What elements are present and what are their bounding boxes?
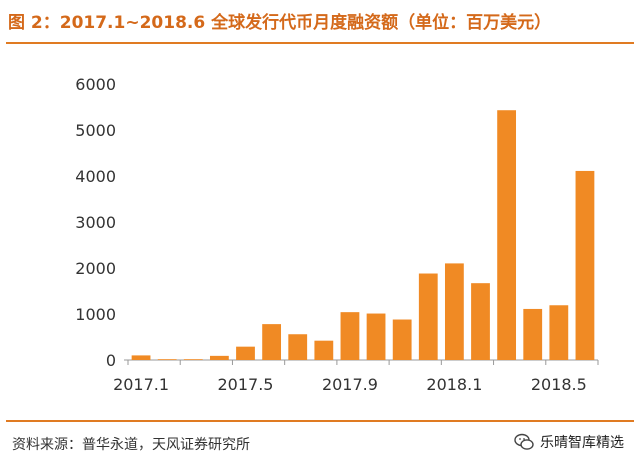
bar-2017.2 xyxy=(157,359,177,360)
x-tick-label: 2018.5 xyxy=(531,375,587,394)
y-tick-label: 2000 xyxy=(75,259,116,278)
bar-2018.5 xyxy=(549,305,569,360)
bar-2018.3 xyxy=(497,110,517,360)
bar-2017.6 xyxy=(262,324,282,360)
bar-2017.10 xyxy=(366,313,386,360)
bar-2018.6 xyxy=(575,170,595,360)
y-tick-label: 4000 xyxy=(75,167,116,186)
y-tick-label: 0 xyxy=(106,351,116,370)
title-divider xyxy=(6,42,634,44)
bar-2017.5 xyxy=(236,346,255,360)
x-tick-label: 2017.1 xyxy=(113,375,169,394)
source-note: 资料来源：普华永道，天风证券研究所 xyxy=(12,437,250,453)
bar-2017.12 xyxy=(418,273,438,360)
bar-2017.7 xyxy=(288,334,308,360)
y-axis: 0 1000 2000 3000 4000 5000 6000 xyxy=(75,75,116,370)
bar-2017.8 xyxy=(314,340,334,360)
bar-2018.1 xyxy=(444,263,464,360)
chart-title: 图 2：2017.1~2018.6 全球发行代币月度融资额（单位：百万美元） xyxy=(8,13,552,33)
bar-2018.4 xyxy=(523,308,543,360)
bar-2017.11 xyxy=(392,319,412,360)
bar-2017.1 xyxy=(131,355,151,360)
x-tick-label: 2017.5 xyxy=(218,375,274,394)
watermark: 乐晴智库精选 xyxy=(514,432,624,452)
bar-2017.3 xyxy=(183,359,203,360)
x-axis: 2017.1 2017.5 2017.9 2018.1 2018.5 xyxy=(113,359,599,394)
y-tick-label: 1000 xyxy=(75,305,116,324)
footer-divider xyxy=(6,420,634,422)
y-tick-label: 5000 xyxy=(75,121,116,140)
y-tick-label: 3000 xyxy=(75,213,116,232)
bar-series xyxy=(131,110,595,360)
bar-2018.2 xyxy=(471,283,490,360)
bar-2017.4 xyxy=(209,355,229,360)
bar-2017.9 xyxy=(340,312,360,360)
x-tick-label: 2017.9 xyxy=(322,375,378,394)
footer: 资料来源：普华永道，天风证券研究所 乐晴智库精选 xyxy=(8,428,632,458)
wechat-icon xyxy=(514,433,534,450)
watermark-text: 乐晴智库精选 xyxy=(540,435,624,451)
y-tick-label: 6000 xyxy=(75,75,116,94)
x-tick-label: 2018.1 xyxy=(426,375,482,394)
